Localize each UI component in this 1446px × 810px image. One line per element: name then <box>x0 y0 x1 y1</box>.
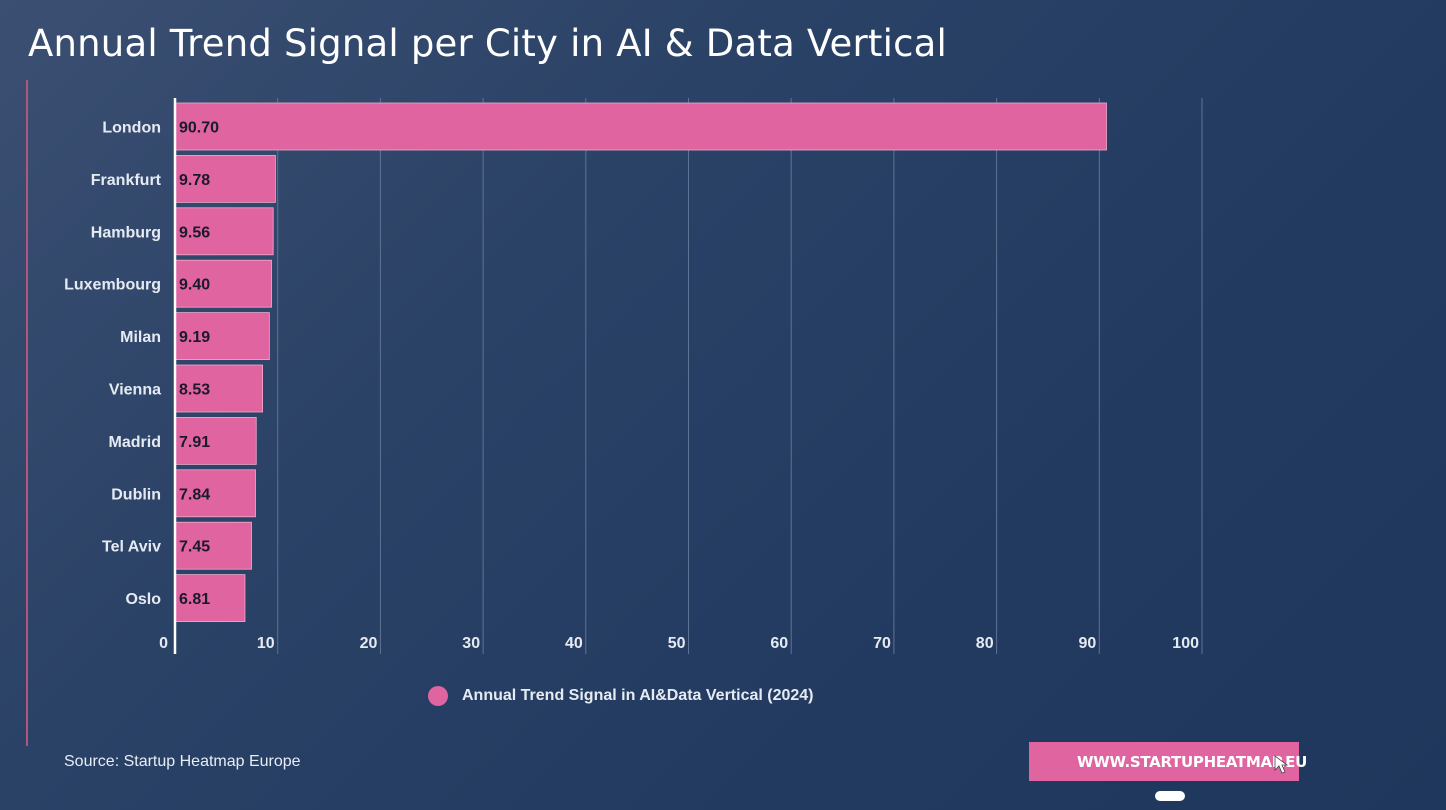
x-tick-label: 100 <box>1172 635 1199 652</box>
bar <box>174 574 246 622</box>
data-label: 9.78 <box>179 172 210 189</box>
category-label: London <box>102 120 161 137</box>
category-labels: London Frankfurt Hamburg Luxembourg Milan Vie… <box>64 120 162 609</box>
website-link-label: WWW.STARTUPHEATMAP.EU <box>1077 752 1307 771</box>
legend-dot-icon <box>428 686 448 706</box>
gridlines <box>277 98 1203 654</box>
x-tick-labels: 0 10 20 30 40 50 60 70 80 90 100 <box>159 635 1199 652</box>
x-tick-label: 80 <box>976 635 994 652</box>
bar <box>174 154 276 203</box>
legend: Annual Trend Signal in AI&Data Vertical … <box>428 686 814 706</box>
data-label: 9.56 <box>179 224 210 241</box>
x-tick-label: 40 <box>565 635 583 652</box>
scroll-indicator[interactable] <box>1155 791 1185 801</box>
category-label: Hamburg <box>91 224 161 241</box>
accent-divider <box>26 80 28 746</box>
cursor-arrow-icon <box>1274 755 1289 774</box>
bar-chart: 90.70 9.78 9.56 9.40 9.19 8.53 7.91 7.84 7.45 6.8… <box>64 98 1203 654</box>
bar <box>174 102 1107 151</box>
data-label: 9.19 <box>179 329 210 346</box>
category-label: Frankfurt <box>91 172 162 189</box>
data-label: 8.53 <box>179 382 210 399</box>
bars: 90.70 9.78 9.56 9.40 9.19 8.53 7.91 7.84 7.45 6.8… <box>174 102 1107 622</box>
bar <box>174 469 256 518</box>
data-label: 7.91 <box>179 434 210 451</box>
legend-label: Annual Trend Signal in AI&Data Vertical … <box>462 687 814 704</box>
x-tick-label: 50 <box>668 635 686 652</box>
data-label: 9.40 <box>179 277 210 294</box>
source-text: Source: Startup Heatmap Europe <box>64 753 301 770</box>
category-label: Tel Aviv <box>102 539 161 556</box>
bar <box>174 312 270 361</box>
data-label: 7.84 <box>179 486 210 503</box>
x-tick-label: 30 <box>462 635 480 652</box>
x-tick-label: 10 <box>257 635 275 652</box>
category-label: Vienna <box>109 382 161 399</box>
x-tick-label: 60 <box>770 635 788 652</box>
x-tick-label: 0 <box>159 635 168 652</box>
x-tick-label: 20 <box>360 635 378 652</box>
x-tick-label: 90 <box>1079 635 1097 652</box>
website-link-button[interactable]: WWW.STARTUPHEATMAP.EU <box>1029 742 1307 781</box>
data-label: 6.81 <box>179 591 210 608</box>
category-label: Dublin <box>111 486 161 503</box>
x-tick-label: 70 <box>873 635 891 652</box>
bar <box>174 416 257 465</box>
page-title: Annual Trend Signal per City in AI & Dat… <box>28 22 948 65</box>
bar <box>174 207 274 256</box>
category-label: Milan <box>120 329 161 346</box>
data-label: 7.45 <box>179 539 210 556</box>
category-label: Madrid <box>109 434 161 451</box>
category-label: Luxembourg <box>64 277 161 294</box>
bar <box>174 364 264 413</box>
bar <box>174 259 272 308</box>
category-label: Oslo <box>125 591 161 608</box>
data-label: 90.70 <box>179 120 219 137</box>
